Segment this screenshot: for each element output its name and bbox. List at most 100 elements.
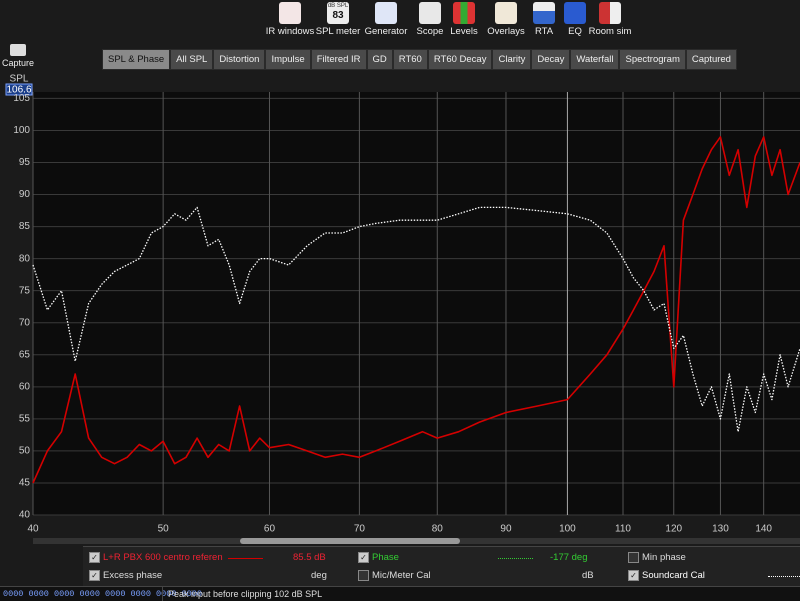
x-tick-label: 120	[665, 524, 682, 535]
legend-swatch	[228, 558, 263, 559]
y-tick-label: 50	[19, 446, 31, 457]
checkbox[interactable]	[358, 570, 369, 581]
tab[interactable]: Spectrogram	[619, 49, 686, 70]
y-tick-label: 60	[19, 381, 31, 392]
legend-swatch	[498, 558, 533, 559]
scroll-thumb[interactable]	[240, 538, 460, 544]
legend-swatch	[768, 576, 800, 577]
toolbar: IR windows dB SPL 83 SPL meter Generator S…	[0, 0, 800, 44]
icon	[495, 2, 517, 24]
icon	[279, 2, 301, 24]
tab[interactable]: Clarity	[492, 49, 532, 70]
divider	[162, 587, 163, 601]
tool-label: Scope	[416, 26, 444, 37]
tab[interactable]: SPL & Phase	[102, 49, 171, 70]
x-tick-label: 100	[559, 524, 576, 535]
tab[interactable]: RT60	[392, 49, 428, 70]
tab[interactable]: Decay	[531, 49, 571, 70]
x-tick-label: 80	[432, 524, 444, 535]
tab[interactable]: Captured	[685, 49, 737, 70]
x-tick-label: 140	[755, 524, 772, 535]
tool-label: Levels	[450, 26, 478, 37]
checkbox[interactable]: ✓	[89, 552, 100, 563]
y-tick-label: 100	[13, 125, 30, 136]
x-tick-label: 110	[615, 524, 631, 535]
series-line	[32, 206, 800, 433]
y-tick-label: 65	[19, 349, 31, 360]
y-tick-label: 80	[19, 253, 31, 264]
y-tick-label: 95	[19, 157, 31, 168]
legend-item: Excess phase	[103, 570, 163, 581]
plot: 40 45 50 55 60 65 70 75 80 85 90 95 100 105 40 50 60 70 80…	[13, 92, 800, 535]
y-tick-label: 45	[19, 478, 31, 489]
legend-item: Mic/Meter Cal	[372, 570, 431, 581]
legend-readout: -177 deg	[550, 552, 588, 563]
tool-button[interactable]: Room sim	[583, 2, 637, 37]
legend-item: Min phase	[642, 552, 686, 563]
tab[interactable]: All SPL	[170, 49, 214, 70]
x-tick-label: 60	[264, 524, 276, 535]
checkbox[interactable]: ✓	[628, 570, 639, 581]
icon	[453, 2, 475, 24]
status-counters: 0000 0000 0000 0000 0000 0000 0000 0000	[3, 589, 202, 599]
capture-button[interactable]: Capture	[2, 44, 34, 68]
icon	[533, 2, 555, 24]
x-tick-label: 130	[712, 524, 729, 535]
y-tick-label: 105	[13, 93, 30, 104]
status-message: Peak input before clipping 102 dB SPL	[168, 589, 323, 599]
tool-label: Room sim	[588, 26, 632, 37]
icon	[375, 2, 397, 24]
icon	[564, 2, 586, 24]
tab[interactable]: GD	[366, 49, 393, 70]
tool-button[interactable]: IR windows	[263, 2, 317, 37]
legend-spacer	[0, 546, 83, 585]
tool-label: RTA	[534, 26, 554, 37]
icon	[599, 2, 621, 24]
tab[interactable]: Impulse	[265, 49, 311, 70]
tab[interactable]: Distortion	[213, 49, 266, 70]
tool-button[interactable]: Levels	[437, 2, 491, 37]
icon	[419, 2, 441, 24]
legend-readout: 85.5 dB	[293, 552, 326, 563]
legend-series: L+R PBX 600 centro reference J	[103, 552, 223, 563]
y-tick-label: 85	[19, 221, 31, 232]
tool-button[interactable]: dB SPL 83 SPL meter	[311, 2, 365, 37]
x-tick-label: 90	[500, 524, 512, 535]
cursor-box	[5, 83, 33, 96]
y-tick-label: 55	[19, 414, 31, 425]
tab[interactable]: Filtered IR	[310, 49, 367, 70]
y-tick-label: 90	[19, 189, 31, 200]
tool-button[interactable]: RTA	[517, 2, 571, 37]
status-bar: 0000 0000 0000 0000 0000 0000 0000 0000 …	[0, 586, 800, 601]
icon: dB SPL 83	[327, 2, 349, 24]
checkbox[interactable]: ✓	[89, 570, 100, 581]
tab-bar: SPL & Phase All SPL Distortion Impulse Filte…	[102, 49, 737, 70]
tool-button[interactable]: Scope	[403, 2, 457, 37]
tool-button[interactable]: Generator	[359, 2, 413, 37]
tab[interactable]: RT60 Decay	[427, 49, 493, 70]
tab[interactable]: Waterfall	[570, 49, 620, 70]
cursor-readout: 106.6	[6, 85, 31, 96]
legend-item: Phase	[372, 552, 399, 563]
checkbox[interactable]: ✓	[358, 552, 369, 563]
tool-button[interactable]: EQ	[548, 2, 602, 37]
tool-label: SPL meter	[315, 26, 361, 37]
tool-label: EQ	[568, 26, 582, 37]
x-tick-label: 50	[158, 524, 170, 535]
icon-text: 83	[332, 10, 344, 21]
series-line	[32, 136, 800, 484]
y-axis-label: SPL	[10, 74, 29, 85]
checkbox[interactable]	[628, 552, 639, 563]
y-tick-label: 75	[19, 285, 31, 296]
icon-text: dB SPL	[327, 3, 349, 9]
capture-label: Capture	[2, 58, 35, 68]
legend-unit: deg	[311, 570, 327, 581]
tool-label: Generator	[364, 26, 408, 37]
tool-button[interactable]: Overlays	[479, 2, 533, 37]
legend-panel: ✓ L+R PBX 600 centro reference J 85.5 dB…	[83, 546, 800, 586]
y-tick-label: 70	[19, 317, 31, 328]
tool-label: Overlays	[487, 26, 525, 37]
x-tick-label: 40	[27, 524, 39, 535]
